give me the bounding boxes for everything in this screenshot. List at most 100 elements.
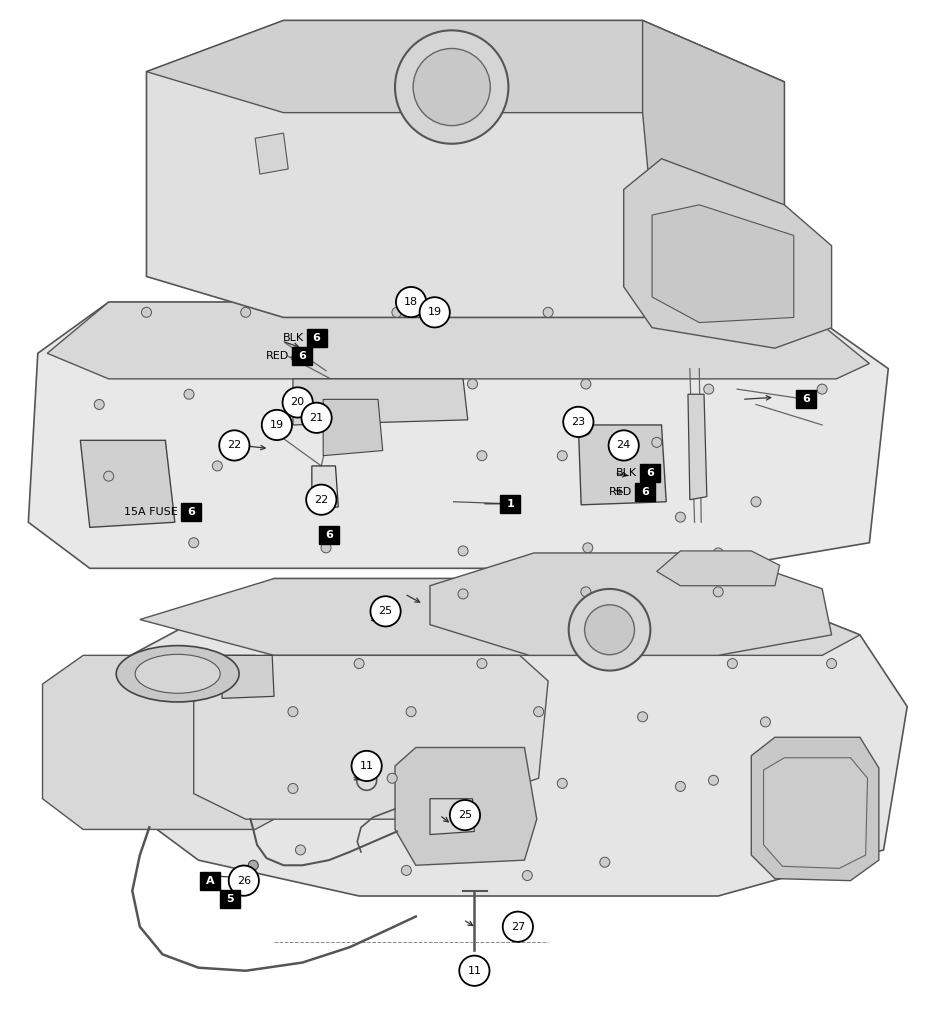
Circle shape <box>656 307 666 317</box>
Circle shape <box>458 546 467 556</box>
Polygon shape <box>80 440 175 527</box>
Circle shape <box>769 312 779 323</box>
Text: A: A <box>205 876 214 886</box>
Circle shape <box>261 410 292 440</box>
Circle shape <box>212 461 222 471</box>
Circle shape <box>563 407 593 437</box>
Circle shape <box>675 781 684 792</box>
Polygon shape <box>642 20 784 317</box>
Circle shape <box>184 389 194 399</box>
Circle shape <box>189 538 198 548</box>
Polygon shape <box>293 379 467 425</box>
Text: 5: 5 <box>226 894 233 904</box>
Circle shape <box>354 658 363 669</box>
Circle shape <box>406 707 415 717</box>
Polygon shape <box>222 655 274 698</box>
Circle shape <box>419 297 449 328</box>
Text: 6: 6 <box>298 351 306 361</box>
Polygon shape <box>430 799 474 835</box>
Circle shape <box>449 800 480 830</box>
Text: 6: 6 <box>646 468 653 478</box>
Circle shape <box>522 870 531 881</box>
Circle shape <box>793 792 802 802</box>
Circle shape <box>351 751 381 781</box>
Circle shape <box>675 553 684 563</box>
Polygon shape <box>763 758 867 868</box>
Text: 1: 1 <box>506 499 514 509</box>
Text: 21: 21 <box>310 413 323 423</box>
Polygon shape <box>194 655 548 819</box>
FancyBboxPatch shape <box>306 329 327 347</box>
FancyBboxPatch shape <box>639 464 660 482</box>
Text: 25: 25 <box>458 810 471 820</box>
FancyBboxPatch shape <box>795 390 816 409</box>
Circle shape <box>241 307 250 317</box>
Circle shape <box>651 437 661 447</box>
Circle shape <box>826 658 835 669</box>
Circle shape <box>568 589 649 671</box>
Circle shape <box>94 399 104 410</box>
Ellipse shape <box>135 654 220 693</box>
Circle shape <box>401 865 411 876</box>
Polygon shape <box>140 579 859 655</box>
Circle shape <box>395 31 508 143</box>
Circle shape <box>708 775 717 785</box>
Circle shape <box>713 587 722 597</box>
Text: RED: RED <box>266 351 289 361</box>
Circle shape <box>637 712 647 722</box>
Polygon shape <box>255 133 288 174</box>
Circle shape <box>533 707 543 717</box>
Circle shape <box>288 783 297 794</box>
Circle shape <box>282 387 312 418</box>
Circle shape <box>396 287 426 317</box>
Text: 6: 6 <box>801 394 809 404</box>
Circle shape <box>321 543 330 553</box>
Circle shape <box>817 384 826 394</box>
Circle shape <box>581 379 590 389</box>
Circle shape <box>288 707 297 717</box>
Circle shape <box>581 425 590 435</box>
Circle shape <box>502 911 532 942</box>
Circle shape <box>608 430 638 461</box>
Circle shape <box>142 307 151 317</box>
Polygon shape <box>651 205 793 323</box>
Text: 19: 19 <box>428 307 441 317</box>
Polygon shape <box>146 20 784 113</box>
Polygon shape <box>750 737 878 881</box>
Circle shape <box>248 860 258 870</box>
Circle shape <box>581 587 590 597</box>
Circle shape <box>458 589 467 599</box>
Circle shape <box>306 484 336 515</box>
Circle shape <box>477 658 486 669</box>
FancyBboxPatch shape <box>180 503 201 521</box>
Text: 23: 23 <box>571 417 584 427</box>
Text: 22: 22 <box>227 440 242 451</box>
Circle shape <box>599 857 609 867</box>
Text: 6: 6 <box>312 333 320 343</box>
Circle shape <box>295 845 305 855</box>
Circle shape <box>675 512 684 522</box>
Circle shape <box>477 451 486 461</box>
Circle shape <box>543 307 552 317</box>
FancyBboxPatch shape <box>199 871 220 890</box>
Text: 15A FUSE: 15A FUSE <box>124 507 177 517</box>
Circle shape <box>413 48 490 126</box>
Text: 20: 20 <box>291 397 304 408</box>
Text: 6: 6 <box>325 529 332 540</box>
Text: 6: 6 <box>187 507 194 517</box>
Text: 24: 24 <box>615 440 631 451</box>
Polygon shape <box>42 655 293 829</box>
Circle shape <box>459 955 489 986</box>
Circle shape <box>219 430 249 461</box>
Circle shape <box>584 605 633 654</box>
Circle shape <box>557 451 566 461</box>
Polygon shape <box>47 302 868 379</box>
FancyBboxPatch shape <box>292 347 312 366</box>
FancyBboxPatch shape <box>219 890 240 908</box>
Text: 22: 22 <box>313 495 329 505</box>
Circle shape <box>104 471 113 481</box>
Text: 18: 18 <box>404 297 417 307</box>
FancyBboxPatch shape <box>499 495 520 513</box>
Circle shape <box>467 379 477 389</box>
Circle shape <box>760 717 769 727</box>
